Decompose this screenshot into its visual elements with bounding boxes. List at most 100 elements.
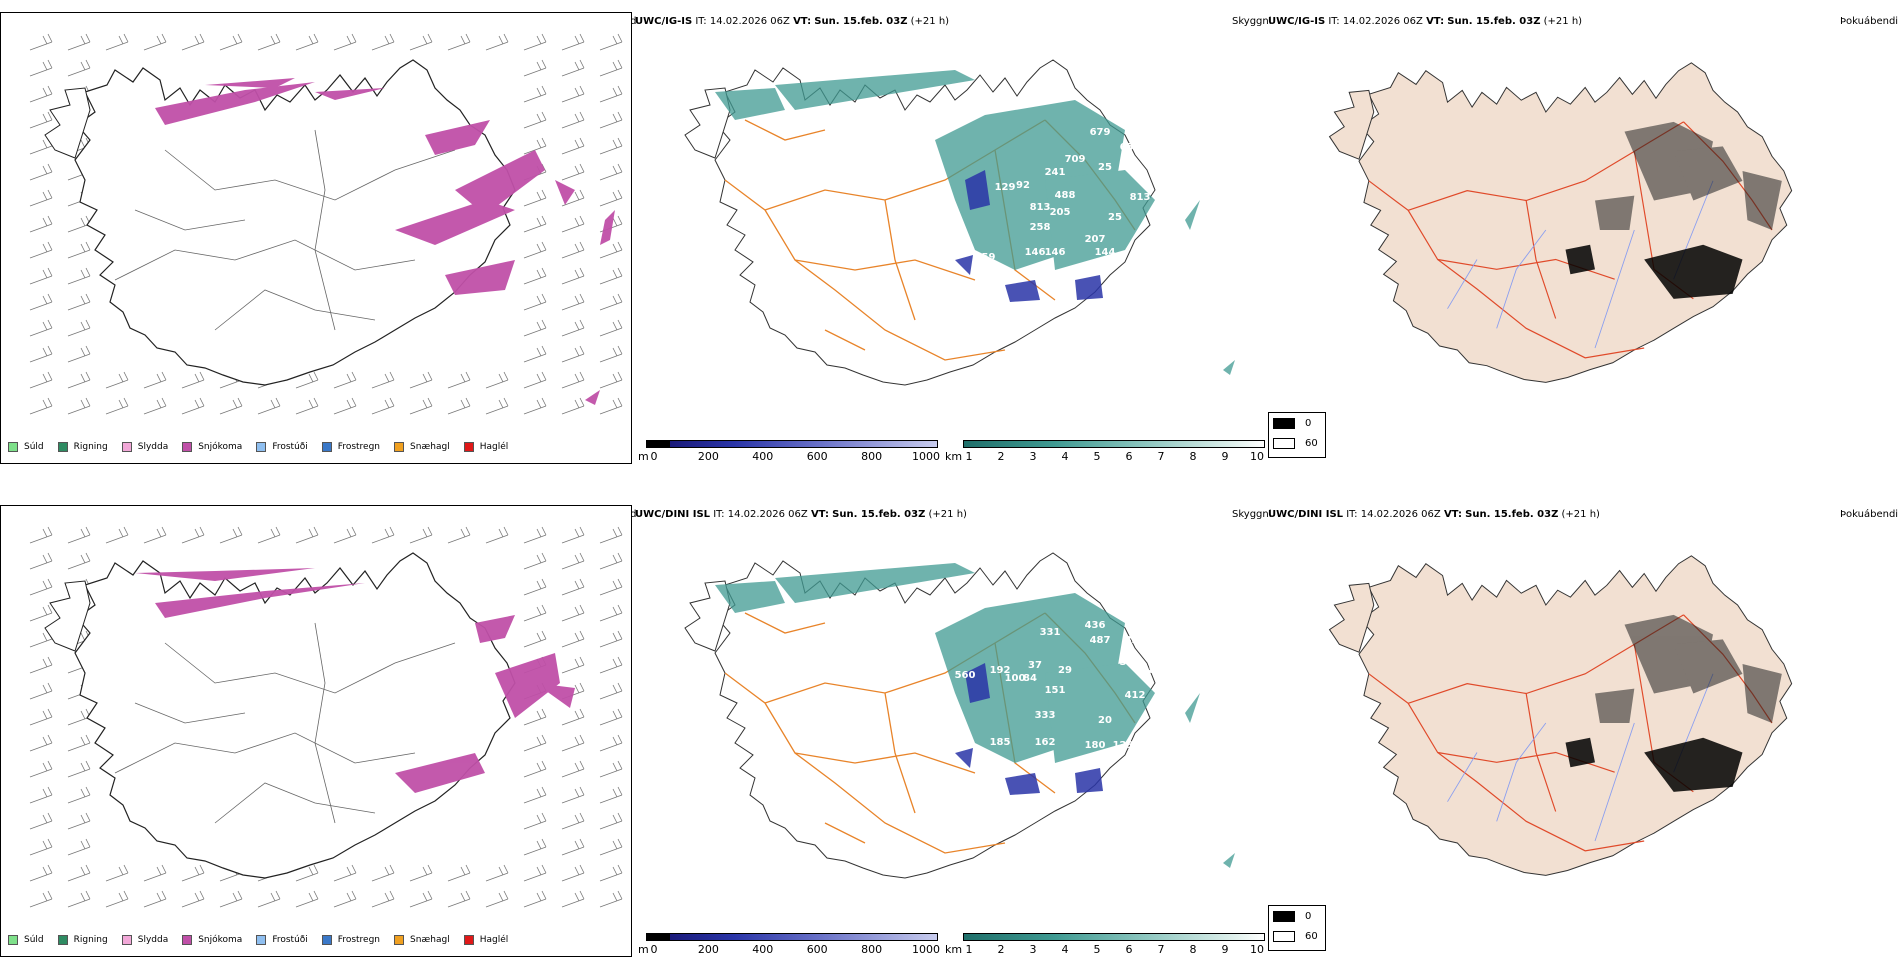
lead-time: (+21 h) [910,16,950,27]
visibility-area [1223,360,1235,375]
wind-barb [333,890,357,908]
wind-barb [523,630,547,648]
cloud-base-value: 258 [1030,222,1051,233]
wind-barb [67,241,91,259]
wind-barb [29,864,53,882]
fog-legend-label: 60 [1305,931,1318,942]
wind-barb [599,137,623,155]
vt-value: Sun. 15.feb. 03Z [1465,509,1559,520]
vt-label: VT: [1426,16,1445,27]
visibility-tick: 10 [1250,450,1264,463]
westfjords-coast [1328,89,1375,160]
wind-barb [181,864,205,882]
visibility-area [1045,170,1155,270]
wind-barb [523,345,547,363]
wind-barb [29,578,53,596]
cloud-base-value: 608 [1135,665,1156,676]
cloud-base-value: 192 [990,665,1011,676]
wind-barb [295,864,319,882]
cloud-base-value: 436 [1085,620,1106,631]
cloud-base-value: 130 [945,720,966,731]
wind-barb [561,890,585,908]
wind-barb [409,864,433,882]
wind-barb [599,630,623,648]
vt-value: Sun. 15.feb. 03Z [814,16,908,27]
legend-item: Snæhagl [394,935,450,945]
westfjords-coast [1328,582,1375,653]
wind-barb [29,604,53,622]
ceiling-gradient [646,440,938,448]
cloud-base-value: 159 [975,252,996,263]
visibility-tick: 2 [997,450,1005,463]
wind-barb [561,33,585,51]
wind-barb [67,397,91,415]
legend-item: Slydda [121,442,168,452]
vt-label: VT: [1443,509,1462,520]
wind-barb [561,85,585,103]
wind-barb [599,864,623,882]
wind-barb [599,267,623,285]
wind-barb [599,890,623,908]
wind-barb [181,526,205,544]
ceiling-area [955,748,973,768]
wind-barb [295,33,319,51]
vt-label: VT: [810,509,829,520]
snowfall-area [135,568,315,581]
cloud-base-value: 560 [955,670,976,681]
fog-legend-swatch [1273,911,1295,922]
legend-label: Súld [24,935,44,945]
visibility-tick: 5 [1093,450,1101,463]
model-name: UWC/DINI ISL [1268,509,1344,520]
cloud-base-value: 29 [1058,665,1072,676]
wind-barb [561,371,585,389]
wind-barb [29,812,53,830]
wind-barb [409,526,433,544]
wind-barb [599,33,623,51]
wind-barb [29,85,53,103]
visibility-area [1223,853,1235,868]
wind-barb [67,215,91,233]
precip-type-legend: Súld Rigning Slydda Snjókoma Frostúði Frostre… [8,935,522,945]
precip-type-map [29,526,623,908]
wind-barb [219,397,243,415]
dense-fog-area [1565,244,1595,275]
wind-barb [561,812,585,830]
wind-barb [523,708,547,726]
it-value: 14.02.2026 06Z [1342,16,1423,27]
panel-title-fog: Þokuábendi [1840,509,1899,520]
wind-barb [67,59,91,77]
cloud-base-value: 331 [1040,627,1061,638]
ceiling-tick: 600 [806,450,828,463]
legend-label: Snæhagl [410,442,450,452]
wind-barb [143,526,167,544]
wind-barb [561,708,585,726]
wind-barb [333,864,357,882]
wind-barb [523,526,547,544]
wind-barb [295,526,319,544]
wind-barb [143,864,167,882]
wind-barb [67,838,91,856]
cloud-base-value: 205 [1050,207,1071,218]
legend-item: Snæhagl [394,442,450,452]
wind-barb [409,397,433,415]
ceiling-tick: 400 [752,450,774,463]
legend-label: Haglél [479,442,509,452]
wind-barb [523,760,547,778]
wind-barb [599,293,623,311]
wind-barb [29,111,53,129]
wind-barb [599,59,623,77]
snowfall-area [425,120,490,155]
wind-barb [561,59,585,77]
ceiling-colorbar: m 0 200 400 600 800 1000 [638,440,940,466]
wind-barb [333,397,357,415]
snowfall-area [395,753,485,793]
cloud-base-value: 241 [1045,167,1066,178]
wind-barb [561,163,585,181]
wind-barb [561,111,585,129]
wind-barb [561,241,585,259]
cloud-base-value: 813 [1130,192,1151,203]
wind-barb [561,760,585,778]
legend-swatch [394,442,405,452]
iceland-coast [74,552,516,879]
visibility-tick: 6 [1125,450,1133,463]
